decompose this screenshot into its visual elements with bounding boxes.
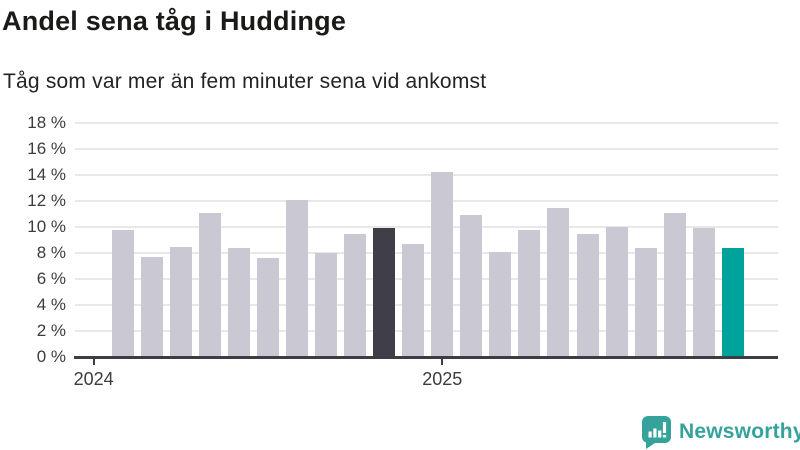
bar <box>460 215 483 357</box>
gridline <box>75 252 778 254</box>
x-axis-tick <box>92 359 95 365</box>
y-axis-tick-label: 16 % <box>27 139 66 158</box>
bar <box>547 207 570 357</box>
gridline <box>75 226 778 228</box>
y-axis-tick-label: 8 % <box>36 243 66 262</box>
bar <box>198 212 221 357</box>
y-axis-tick-label: 12 % <box>27 191 66 210</box>
bar <box>140 256 163 357</box>
newsworthy-logo: Newsworthy <box>641 415 800 449</box>
gridline <box>75 304 778 306</box>
y-axis-tick-label: 4 % <box>36 295 66 314</box>
gridline <box>75 148 778 150</box>
y-axis-tick-label: 0 % <box>36 347 66 366</box>
bar <box>344 233 367 357</box>
gridline <box>75 278 778 280</box>
gridline <box>75 330 778 332</box>
bar <box>227 247 250 357</box>
bar <box>286 199 308 357</box>
y-axis-tick-label: 14 % <box>27 165 66 184</box>
bar <box>663 212 686 357</box>
y-axis-tick-label: 2 % <box>36 321 66 340</box>
x-axis-year-label: 2024 <box>73 369 114 389</box>
y-axis-tick-label: 10 % <box>27 217 66 236</box>
x-axis-line <box>74 356 778 359</box>
newsworthy-logo-text: Newsworthy <box>679 420 800 443</box>
bar-highlight-dark <box>373 228 396 357</box>
chart-title: Andel sena tåg i Huddinge <box>2 6 347 36</box>
bar <box>576 233 599 357</box>
bar <box>169 246 192 357</box>
chart-subtitle: Tåg som var mer än fem minuter sena vid … <box>3 70 487 93</box>
y-axis-tick-label: 6 % <box>36 269 66 288</box>
bar-latest-teal <box>721 247 744 357</box>
bar <box>256 258 279 357</box>
bar <box>489 251 512 357</box>
gridline <box>75 122 778 124</box>
gridline <box>75 200 778 202</box>
bar <box>605 227 628 357</box>
y-axis-tick-label: 18 % <box>27 113 66 132</box>
newsworthy-speech-bubble-bar-chart-icon <box>642 416 671 449</box>
x-axis-tick <box>441 359 444 365</box>
gridline <box>75 174 778 176</box>
bar <box>518 229 541 357</box>
bar <box>402 243 425 357</box>
bar <box>111 229 134 357</box>
bar <box>692 228 715 357</box>
x-axis-year-label: 2025 <box>422 369 463 389</box>
bar <box>634 247 657 357</box>
bar <box>315 253 338 357</box>
bar <box>431 172 454 357</box>
